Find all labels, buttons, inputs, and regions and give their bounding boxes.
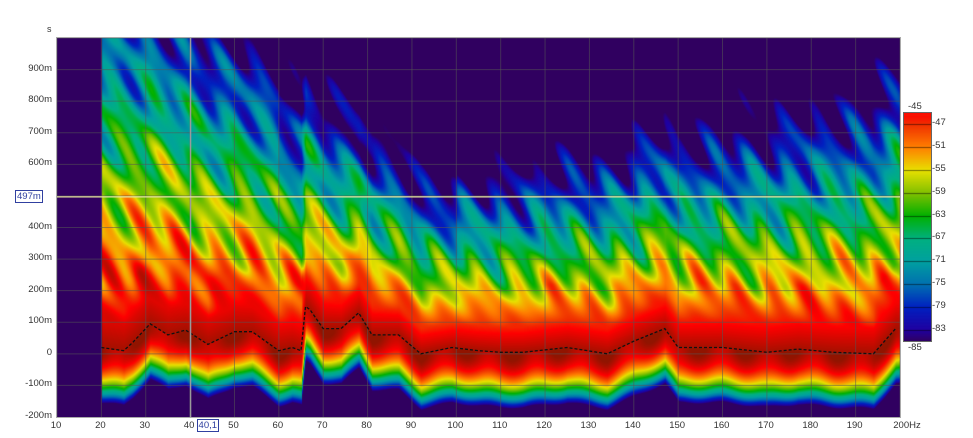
color-scale-label: -63 [932, 208, 946, 220]
x-tick-label: 30 [139, 420, 151, 431]
y-tick-label: 600m [28, 157, 52, 169]
color-scale-label: -75 [932, 277, 946, 288]
x-tick-label: 40 [183, 420, 195, 431]
x-tick-label: 150 [669, 420, 686, 431]
x-tick-label: 130 [580, 420, 597, 431]
x-tick-label: 20 [95, 420, 106, 431]
x-tick-label: 90 [405, 420, 417, 431]
x-tick-label: 170 [757, 420, 774, 431]
x-tick-label: 60 [272, 420, 284, 431]
color-scale-label: -83 [932, 322, 946, 334]
x-tick-label: 120 [536, 420, 552, 431]
x-tick-label: 190 [846, 420, 863, 431]
x-tick-label: 180 [802, 420, 819, 431]
color-scale-label: -51 [932, 140, 946, 152]
y-tick-label: 400m [28, 220, 52, 232]
x-tick-label: 80 [361, 420, 372, 431]
color-scale-label: -55 [932, 163, 946, 174]
color-scale-label: -85 [908, 342, 922, 353]
x-tick-label: 200Hz [893, 420, 921, 431]
x-tick-label: 160 [713, 420, 730, 431]
y-tick-label: 200m [28, 283, 52, 295]
cursor-frequency-readout: 40,1 [196, 419, 220, 432]
peak-energy-ridge-line [101, 305, 897, 355]
y-tick-label: 900m [28, 62, 52, 74]
x-tick-label: 110 [492, 420, 508, 431]
x-tick-label: 100 [447, 420, 464, 431]
color-scale-label: -79 [932, 299, 946, 311]
color-scale-label: -59 [932, 185, 946, 197]
y-tick-label: -200m [25, 410, 52, 421]
plot-overlay [57, 38, 900, 417]
y-tick-label: -100m [25, 378, 52, 390]
cursor-time-readout: 497m [15, 189, 43, 203]
color-scale-bar [903, 112, 932, 342]
color-scale-label: -71 [932, 254, 946, 266]
color-scale-label: -47 [932, 117, 946, 129]
x-tick-label: 140 [624, 420, 641, 431]
y-tick-label: 100m [28, 315, 52, 327]
x-tick-label: 50 [228, 420, 239, 431]
color-scale-label: -67 [932, 231, 946, 243]
y-tick-label: 800m [28, 94, 52, 106]
y-tick-label: 300m [28, 252, 52, 264]
color-scale-label: -45 [908, 101, 922, 112]
spectrogram-plot-area[interactable] [56, 37, 901, 418]
x-tick-label: 70 [316, 420, 328, 431]
y-tick-label: 700m [28, 125, 52, 137]
y-tick-label: 0 [46, 346, 52, 358]
y-unit-label: s [47, 24, 52, 34]
x-tick-label: 10 [50, 420, 62, 431]
